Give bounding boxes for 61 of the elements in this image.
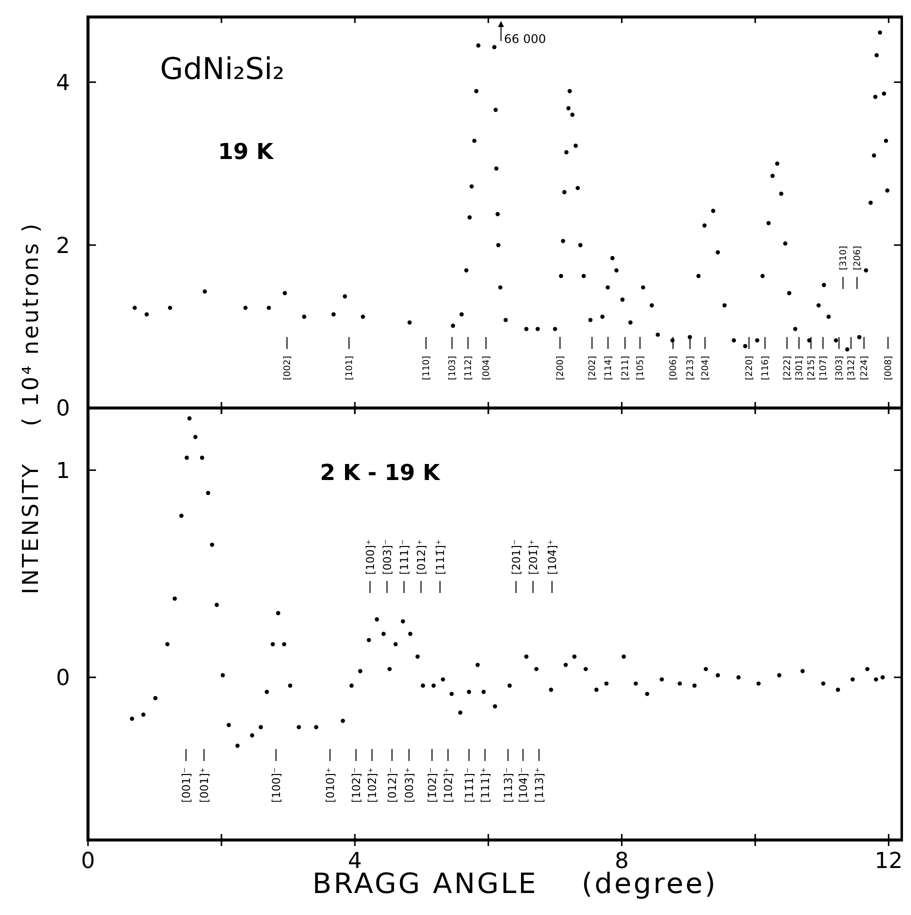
annotation: [103]	[448, 356, 458, 380]
annotation: [008]	[884, 356, 894, 380]
text: 19 K	[218, 140, 274, 165]
x-tick-label: 0	[81, 849, 95, 874]
y-tick-label: 1	[56, 458, 70, 484]
annotation: [002]	[283, 356, 294, 380]
annotation: [104]⁻	[516, 767, 530, 803]
y-axis-title: INTENSITY ( 10⁴ neutrons )	[19, 222, 44, 594]
annotation: [104̄]⁺	[546, 539, 559, 575]
annotation: [310]	[839, 246, 850, 270]
annotation: [111]⁺	[478, 767, 492, 803]
annotation: [003]⁺	[402, 767, 416, 803]
annotation: [201]⁻	[510, 539, 523, 575]
annotation: [107]	[819, 356, 830, 380]
annotation: [204]	[701, 356, 712, 380]
annotation: [200]	[556, 356, 566, 380]
annotation: [010]⁺	[324, 767, 337, 803]
annotation: [102]⁺	[442, 767, 455, 803]
annotation: [012]⁻	[386, 767, 399, 803]
annotation: [001]⁻	[180, 767, 193, 803]
y-tick-label: 4	[56, 70, 70, 96]
annotation: [224]	[860, 356, 870, 380]
annotation: [116]	[761, 356, 772, 380]
annotation: 66 000	[504, 32, 546, 46]
annotation: [211]	[621, 356, 632, 380]
annotation: [11̄1]⁻	[462, 767, 476, 803]
annotation: [206]	[853, 246, 864, 270]
annotation: [006]	[669, 356, 680, 380]
y-tick-label: 0	[56, 666, 70, 692]
annotation: [301]	[795, 356, 806, 380]
annotation: [114]	[604, 356, 614, 380]
annotation: [303]	[835, 356, 846, 380]
annotation: [201̄]⁺	[526, 539, 540, 575]
annotation: [001]⁺	[198, 767, 211, 803]
text: 2 K - 19 K	[320, 461, 441, 486]
annotation: [113]⁻	[502, 767, 515, 803]
text: GdNi₂Si₂	[160, 52, 284, 87]
annotation: [215]	[807, 356, 818, 380]
annotation: [111]⁻	[398, 539, 411, 575]
annotation: [105]	[636, 356, 646, 380]
annotation: [102]⁻	[350, 767, 363, 803]
annotation: [101]	[345, 356, 356, 380]
annotation: [012]⁺	[414, 539, 428, 575]
x-tick-label: 12	[874, 849, 903, 874]
annotation: [100]⁻	[270, 767, 283, 803]
annotation: [004]	[482, 356, 492, 380]
annotation: [111̄]⁺	[434, 539, 447, 575]
annotation: [003]⁻	[380, 539, 394, 575]
annotation: [202]	[588, 356, 598, 380]
annotation: [110]	[422, 356, 432, 380]
y-tick-label: 2	[56, 234, 70, 259]
annotation: [113]⁺	[532, 767, 546, 803]
annotation: [312]	[847, 356, 858, 380]
annotation: [220]	[745, 356, 756, 380]
annotation: [102̄]⁺	[366, 767, 379, 803]
annotation: [213]	[686, 356, 696, 380]
y-tick-label: 0	[56, 396, 70, 422]
annotation: [112]	[464, 356, 474, 380]
annotation: [222]	[783, 356, 794, 380]
annotation: [1̄02]⁻	[426, 767, 439, 803]
annotation: [100]⁺	[364, 539, 377, 575]
